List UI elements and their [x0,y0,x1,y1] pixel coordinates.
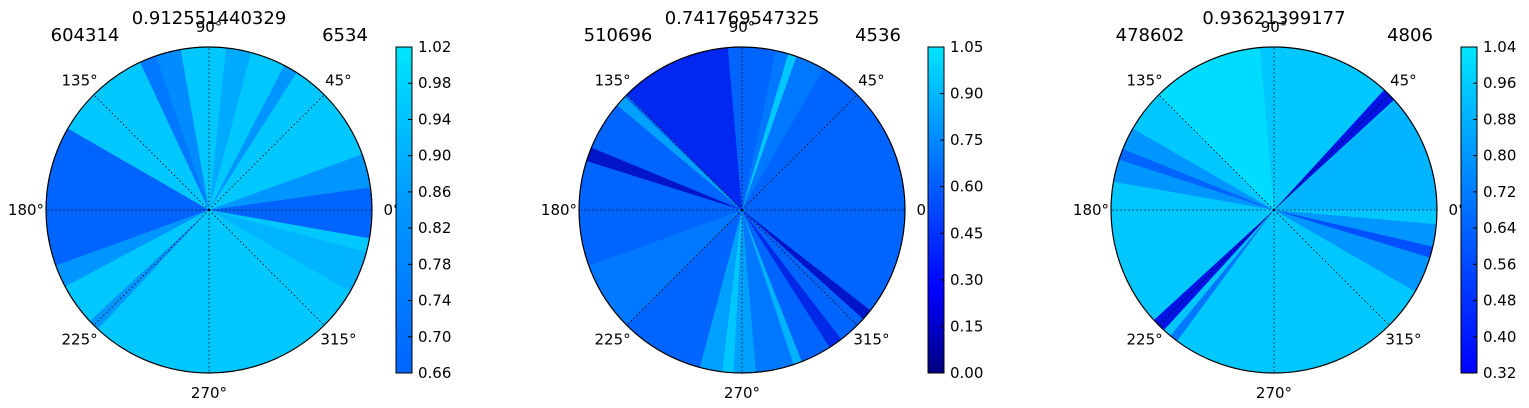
angle-tick-label: 90° [729,18,756,36]
chart-title: 0.93621399177 [1202,8,1345,29]
contour-region-1 [625,47,742,210]
contour-ray-3 [1117,148,1274,210]
contour-region-3 [46,127,209,267]
colorbar [1460,46,1478,374]
angle-tick-label: 135° [1127,72,1163,90]
contour-ray-2 [615,95,742,210]
contour-region-7 [209,210,369,293]
colorbar-tick-label: 0.74 [418,292,451,310]
left-label: 478602 [1116,25,1185,46]
contour-ray-2 [209,63,298,210]
colorbar-tick-label: 0.82 [418,219,451,237]
contour-ray-1 [584,146,742,210]
contour-region-4 [586,210,742,327]
polar-chart-1: 0°45°90°135°180°225°270°315°0.9125514403… [8,8,451,402]
angle-tick-label: 180° [1073,201,1109,219]
colorbar-tick-label: 0.60 [950,178,983,196]
colorbar-tick-label: 0.78 [418,255,451,273]
contour-region-5 [742,48,825,210]
angle-tick-label: 180° [541,201,577,219]
angle-tick-label: 135° [595,72,631,90]
colorbar-tick-label: 0.96 [1483,74,1516,92]
left-label: 604314 [51,25,120,46]
angle-tick-label: 90° [1261,18,1288,36]
contour-ray-5 [1169,210,1274,343]
contour-ray-1 [139,53,209,210]
angle-tick-label: 45° [325,72,352,90]
colorbar [927,46,945,374]
contour-region-3 [1111,127,1274,210]
colorbar-tick-label: 0.90 [950,85,983,103]
right-label: 4806 [1387,25,1433,46]
colorbar-tick-label: 0.30 [950,271,983,289]
polar-chart-2: 0°45°90°135°180°225°270°315°0.7417695473… [541,8,983,402]
colorbar-tick-label: 0.64 [1483,219,1516,237]
polar-outline [45,46,373,374]
colorbar-tick-label: 0.00 [950,364,983,382]
colorbar-tick-label: 0.80 [1483,147,1516,165]
colorbar [395,46,413,374]
angle-tick-label: 45° [1390,72,1417,90]
colorbar-tick-label: 0.15 [950,317,983,335]
colorbar-tick-label: 0.56 [1483,255,1516,273]
contour-ray-4 [742,210,873,321]
polar-outline [578,46,906,374]
angle-tick-label: 315° [320,330,356,348]
contour-region-2 [209,153,372,210]
contour-region-4 [53,210,210,288]
angle-tick-label: 270° [724,384,760,402]
contour-ray-4 [1274,210,1435,259]
polar-chart-3: 0°45°90°135°180°225°270°315°0.9362139917… [1073,8,1516,402]
contour-ray-7 [742,51,798,210]
angle-tick-label: 225° [62,330,98,348]
colorbar-tick-label: 0.88 [1483,110,1516,128]
left-label: 510696 [584,25,653,46]
contour-ray-3 [742,210,843,350]
contour-region-4 [1274,210,1437,293]
contour-region-1 [1274,99,1437,210]
colorbar-tick-label: 0.94 [418,110,451,128]
colorbar-tick-label: 0.75 [950,131,983,149]
colorbar-tick-label: 0.32 [1483,364,1516,382]
contour-ray-6 [721,210,742,373]
angle-tick-label: 315° [1385,330,1421,348]
colorbar-tick-label: 0.70 [418,328,451,346]
colorbar-tick-label: 1.02 [418,38,451,56]
colorbar-tick-label: 0.86 [418,183,451,201]
angle-tick-label: 45° [858,72,885,90]
angle-tick-label: 225° [1127,330,1163,348]
chart-title: 0.741769547325 [665,8,820,29]
colorbar-tick-label: 0.98 [418,74,451,92]
colorbar-tick-label: 0.66 [418,364,451,382]
right-label: 6534 [322,25,368,46]
angle-tick-label: 180° [8,201,44,219]
right-label: 4536 [855,25,901,46]
angle-tick-label: 270° [1256,384,1292,402]
colorbar-tick-label: 0.72 [1483,183,1516,201]
angle-tick-label: 315° [853,330,889,348]
angle-tick-label: 225° [595,330,631,348]
angle-tick-label: 90° [196,18,223,36]
chart-title: 0.912551440329 [132,8,287,29]
colorbar-tick-label: 1.04 [1483,38,1516,56]
colorbar-tick-label: 0.48 [1483,292,1516,310]
polar-outline [1110,46,1438,374]
contour-ray-5 [742,210,803,367]
contour-region-1 [209,187,372,239]
colorbar-tick-label: 0.45 [950,224,983,242]
colorbar-tick-label: 0.90 [418,147,451,165]
contour-region-6 [209,47,252,210]
colorbar-tick-label: 0.40 [1483,328,1516,346]
colorbar-tick-label: 1.05 [950,38,983,56]
angle-tick-label: 270° [191,384,227,402]
angle-tick-label: 135° [62,72,98,90]
contour-region-2 [1157,47,1274,210]
